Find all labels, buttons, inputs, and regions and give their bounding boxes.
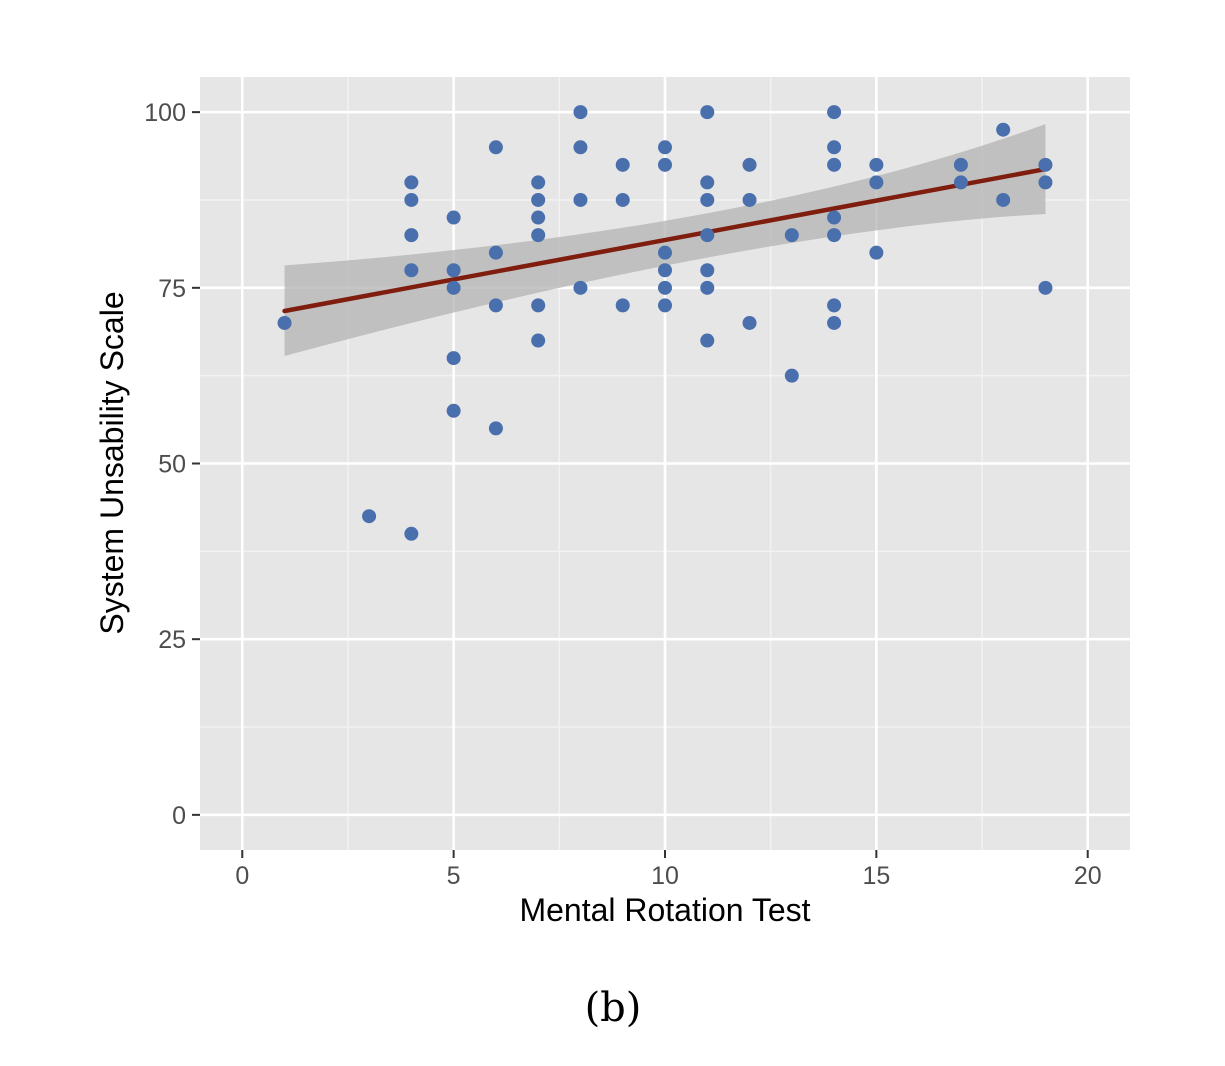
y-tick-label: 100 — [144, 99, 186, 127]
x-tick-label: 20 — [1074, 862, 1102, 890]
data-point — [996, 192, 1011, 207]
data-point — [404, 526, 419, 541]
data-point — [658, 157, 672, 172]
data-point — [742, 315, 757, 330]
data-point — [658, 245, 672, 260]
data-point — [784, 368, 799, 383]
data-point — [446, 263, 461, 278]
data-point — [488, 140, 503, 155]
y-axis: 0 25 50 75 100 — [144, 99, 200, 830]
data-point — [531, 228, 546, 243]
data-point — [446, 403, 461, 418]
data-point — [953, 157, 968, 172]
x-tick-label: 15 — [862, 862, 890, 890]
data-point — [531, 210, 546, 225]
data-point — [1038, 175, 1053, 190]
data-point — [658, 263, 672, 278]
data-point — [827, 315, 842, 330]
data-point — [953, 175, 968, 190]
x-tick-label: 5 — [447, 862, 461, 890]
data-point — [700, 333, 715, 348]
data-point — [658, 280, 672, 295]
data-point — [996, 122, 1011, 137]
figure-caption: (b) — [585, 985, 642, 1031]
data-point — [742, 157, 757, 172]
data-point — [1038, 157, 1053, 172]
data-point — [277, 315, 292, 330]
data-point — [827, 157, 842, 172]
data-point — [446, 351, 461, 366]
data-point — [700, 192, 715, 207]
data-point — [531, 298, 546, 313]
data-point — [615, 192, 630, 207]
data-point — [573, 105, 588, 120]
data-point — [615, 157, 630, 172]
data-point — [827, 210, 842, 225]
data-point — [615, 298, 630, 313]
data-point — [742, 192, 757, 207]
y-tick-label: 0 — [172, 802, 186, 830]
data-point — [827, 140, 842, 155]
x-tick-label: 10 — [651, 862, 679, 890]
data-point — [700, 105, 715, 120]
data-point — [658, 298, 672, 313]
data-point — [488, 421, 503, 436]
y-tick-label: 25 — [158, 626, 186, 654]
data-point — [404, 228, 419, 243]
data-point — [700, 228, 715, 243]
x-axis: 0 5 10 15 20 — [235, 850, 1102, 890]
data-point — [573, 280, 588, 295]
data-points — [277, 105, 1053, 541]
data-point — [531, 175, 546, 190]
data-point — [869, 175, 884, 190]
data-point — [446, 280, 461, 295]
data-point — [658, 140, 672, 155]
data-point — [488, 245, 503, 260]
y-axis-title: System Unsability Scale — [94, 291, 130, 634]
data-point — [700, 263, 715, 278]
data-point — [531, 333, 546, 348]
data-point — [827, 105, 842, 120]
data-point — [784, 228, 799, 243]
data-point — [573, 140, 588, 155]
data-point — [488, 298, 503, 313]
regression-line — [282, 166, 1048, 314]
data-point — [869, 157, 884, 172]
data-point — [573, 192, 588, 207]
data-point — [827, 298, 842, 313]
x-axis-title: Mental Rotation Test — [519, 892, 810, 928]
data-point — [700, 280, 715, 295]
data-point — [531, 192, 546, 207]
major-gridlines — [200, 77, 1130, 850]
data-point — [1038, 280, 1053, 295]
data-point — [404, 175, 419, 190]
data-point — [827, 228, 842, 243]
data-point — [869, 245, 884, 260]
data-point — [404, 263, 419, 278]
y-tick-label: 50 — [158, 451, 186, 479]
data-point — [362, 509, 377, 524]
data-point — [446, 210, 461, 225]
y-tick-label: 75 — [158, 275, 186, 303]
data-point — [700, 175, 715, 190]
data-point — [404, 192, 419, 207]
x-tick-label: 0 — [235, 862, 249, 890]
